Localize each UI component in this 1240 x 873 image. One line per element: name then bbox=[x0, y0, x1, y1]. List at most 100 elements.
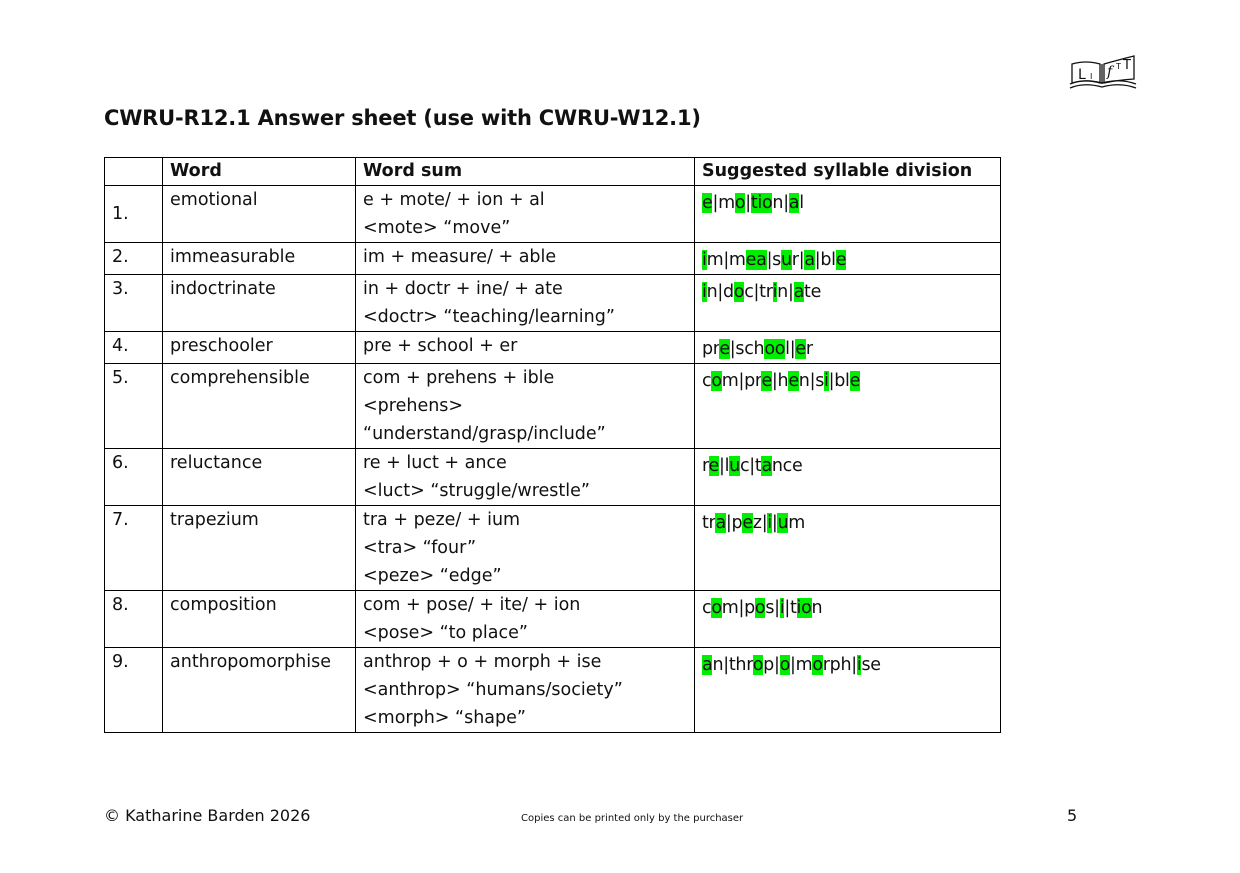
syllable-text: p bbox=[744, 598, 755, 618]
syllable-text: thr bbox=[728, 655, 753, 675]
svg-text:f: f bbox=[1106, 64, 1115, 80]
word-cell: indoctrinate bbox=[162, 274, 356, 332]
vowel-highlight: i bbox=[856, 655, 862, 675]
word-sum-cell: e + mote/ + ion + al <mote> “move” bbox=[355, 185, 695, 243]
vowel-highlight: e bbox=[742, 513, 753, 533]
word-sum-line: <mote> “move” bbox=[363, 218, 511, 238]
syllable-text: l bbox=[799, 193, 804, 213]
syllable-text: s bbox=[765, 598, 775, 618]
syllable-text: nce bbox=[771, 456, 803, 476]
word-sum-cell: com + prehens + ible <prehens> “understand… bbox=[355, 363, 695, 449]
syllable-text: n bbox=[811, 598, 823, 618]
word-sum-cell: anthrop + o + morph + ise <anthrop> “huma… bbox=[355, 647, 695, 733]
vowel-highlight: i bbox=[702, 250, 707, 270]
vowel-highlight: o bbox=[711, 598, 722, 618]
page-title: CWRU-R12.1 Answer sheet (use with CWRU-W… bbox=[104, 106, 701, 130]
syllable-text: m bbox=[718, 193, 735, 213]
syllable-text: c bbox=[702, 598, 712, 618]
vowel-highlight: u bbox=[777, 513, 789, 533]
table-row: 4. preschooler pre + school + er pre|school… bbox=[104, 331, 1001, 364]
syllable-divider: | bbox=[828, 371, 835, 391]
header-number bbox=[104, 157, 163, 186]
syllable-division: im|mea|sur|a|ble bbox=[702, 243, 993, 274]
row-number: 2. bbox=[104, 242, 163, 275]
syllable-division: com|pos|i|tion bbox=[702, 591, 993, 622]
syllable-text: r bbox=[791, 250, 799, 270]
syllable-text: m bbox=[721, 371, 739, 391]
vowel-highlight: u bbox=[781, 250, 792, 270]
syllable-text: n bbox=[777, 282, 788, 302]
syllable-text: n bbox=[772, 193, 784, 213]
syllable-divider: | bbox=[787, 282, 794, 302]
syllable-divider: | bbox=[771, 513, 778, 533]
syllable-text: rph bbox=[822, 655, 852, 675]
syllable-text: pr bbox=[702, 339, 720, 359]
syllable-divider: | bbox=[729, 339, 736, 359]
vowel-highlight: e bbox=[788, 371, 799, 391]
word-sum-line: “understand/grasp/include” bbox=[363, 424, 606, 444]
vowel-highlight: a bbox=[804, 250, 815, 270]
print-notice: Copies can be printed only by the purcha… bbox=[521, 813, 744, 824]
syllable-text: m bbox=[728, 250, 746, 270]
vowel-highlight: e bbox=[761, 371, 772, 391]
table-row: 5. comprehensible com + prehens + ible <pre… bbox=[104, 363, 1001, 449]
table-row: 7. trapezium tra + peze/ + ium <tra> “four”… bbox=[104, 505, 1001, 591]
syllable-text: l bbox=[785, 339, 790, 359]
header-row: Word Word sum Suggested syllable divisio… bbox=[104, 157, 1001, 186]
word-sum-line: pre + school + er bbox=[363, 336, 518, 356]
word-sum-line: <tra> “four” bbox=[363, 538, 477, 558]
word-sum-line: <peze> “edge” bbox=[363, 566, 502, 586]
word-cell: preschooler bbox=[162, 331, 356, 364]
syllable-text: z bbox=[752, 513, 762, 533]
syllable-text: bl bbox=[820, 250, 836, 270]
row-number: 5. bbox=[104, 363, 163, 449]
vowel-highlight: ea bbox=[745, 250, 767, 270]
syllable-divider: | bbox=[809, 371, 816, 391]
row-number: 9. bbox=[104, 647, 163, 733]
syllable-division: e|mo|tion|al bbox=[702, 186, 993, 217]
word-sum-line: re + luct + ance bbox=[363, 453, 507, 473]
syllable-text: c bbox=[702, 371, 712, 391]
header-syllable-division: Suggested syllable division bbox=[694, 157, 1001, 186]
syllable-text: se bbox=[861, 655, 881, 675]
syllable-text: t bbox=[754, 456, 762, 476]
word-sum-line: <pose> “to place” bbox=[363, 623, 528, 643]
vowel-highlight: u bbox=[729, 456, 740, 476]
syllable-text: tr bbox=[759, 282, 773, 302]
syllable-text: r bbox=[805, 339, 813, 359]
vowel-highlight: oo bbox=[764, 339, 786, 359]
word-cell: composition bbox=[162, 590, 356, 648]
vowel-highlight: tio bbox=[750, 193, 773, 213]
syllable-text: l bbox=[724, 456, 730, 476]
page-number: 5 bbox=[1067, 806, 1078, 825]
syllable-divider: | bbox=[771, 371, 778, 391]
word-sum-cell: re + luct + ance <luct> “struggle/wrestle… bbox=[355, 448, 695, 506]
syllable-text: r bbox=[702, 456, 709, 476]
syllable-divider: | bbox=[738, 598, 745, 618]
word-cell: trapezium bbox=[162, 505, 356, 591]
row-number: 6. bbox=[104, 448, 163, 506]
syllable-divider: | bbox=[745, 193, 751, 213]
word-sum-line: <doctr> “teaching/learning” bbox=[363, 307, 615, 327]
vowel-highlight: e bbox=[795, 339, 806, 359]
syllable-divider: | bbox=[718, 456, 725, 476]
word-cell: comprehensible bbox=[162, 363, 356, 449]
vowel-highlight: o bbox=[779, 655, 790, 675]
syllable-text: m bbox=[795, 655, 813, 675]
svg-text:T: T bbox=[1122, 58, 1131, 73]
vowel-highlight: o bbox=[734, 193, 746, 213]
word-sum-line: im + measure/ + able bbox=[363, 247, 557, 267]
syllable-division: re|luc|tance bbox=[702, 449, 993, 480]
syllable-divider: | bbox=[784, 598, 790, 618]
vowel-highlight: e bbox=[835, 250, 847, 270]
row-number: 3. bbox=[104, 274, 163, 332]
syllable-text: s bbox=[815, 371, 825, 391]
svg-text:L: L bbox=[1078, 67, 1086, 83]
table-row: 1. emotional e + mote/ + ion + al <mote> “m… bbox=[104, 185, 1001, 243]
syllable-text: s bbox=[772, 250, 781, 270]
syllable-text: h bbox=[777, 371, 789, 391]
syllable-text: bl bbox=[834, 371, 850, 391]
vowel-highlight: e bbox=[719, 339, 730, 359]
word-sum-cell: in + doctr + ine/ + ate <doctr> “teaching… bbox=[355, 274, 695, 332]
table-row: 9. anthropomorphise anthrop + o + morph + … bbox=[104, 647, 1001, 733]
